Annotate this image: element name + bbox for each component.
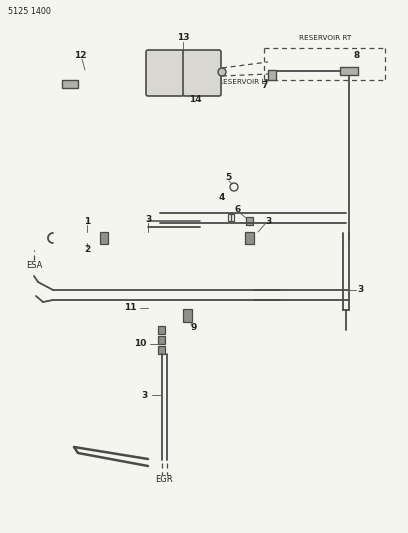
Text: 12: 12 (74, 51, 86, 60)
Bar (158, 346, 165, 354)
Bar (158, 326, 165, 334)
Text: 3: 3 (265, 216, 271, 225)
Bar (183, 309, 192, 322)
Text: 5: 5 (225, 174, 231, 182)
Text: 9: 9 (191, 324, 197, 333)
Bar (158, 336, 165, 344)
Text: RESERVOIR RT: RESERVOIR RT (299, 35, 351, 41)
Text: 10: 10 (134, 340, 146, 349)
Bar (245, 232, 254, 244)
Text: 3: 3 (142, 391, 148, 400)
FancyBboxPatch shape (183, 50, 221, 96)
Text: 3: 3 (145, 215, 151, 224)
Text: RESERVOIR LT: RESERVOIR LT (218, 79, 269, 85)
Text: 7: 7 (262, 80, 268, 90)
Text: ESA: ESA (26, 261, 42, 270)
Text: 5125 1400: 5125 1400 (8, 7, 51, 17)
Text: EGR: EGR (155, 475, 173, 484)
Text: 8: 8 (354, 51, 360, 60)
Bar (62, 80, 78, 88)
Text: 14: 14 (188, 95, 201, 104)
Bar (268, 70, 276, 80)
Text: 1: 1 (84, 217, 90, 227)
Circle shape (218, 68, 226, 76)
Text: 11: 11 (124, 303, 136, 312)
FancyBboxPatch shape (146, 50, 184, 96)
Text: 13: 13 (177, 34, 189, 43)
Text: 4: 4 (219, 193, 225, 203)
Bar (340, 67, 358, 75)
Bar (228, 214, 234, 221)
Text: 2: 2 (84, 246, 90, 254)
Bar (246, 217, 253, 225)
Bar (100, 232, 108, 244)
Text: 6: 6 (235, 206, 241, 214)
Text: 3: 3 (357, 286, 363, 295)
